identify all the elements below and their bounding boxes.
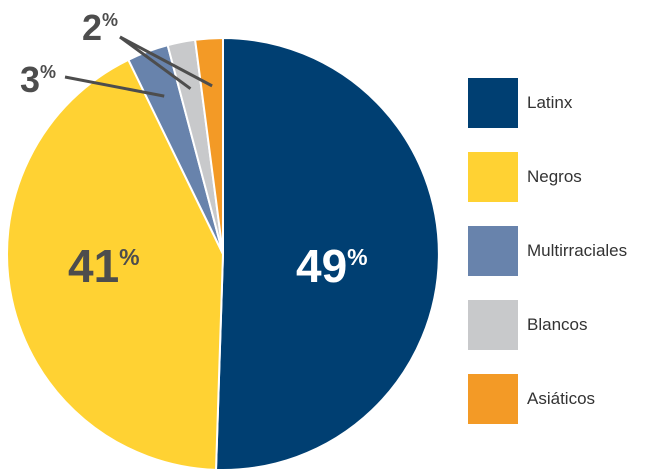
legend-swatch-latinx bbox=[468, 78, 518, 128]
data-label-multirraciales: 3% bbox=[20, 59, 56, 100]
legend-item-latinx: Latinx bbox=[468, 78, 572, 128]
legend-label-blancos: Blancos bbox=[527, 315, 588, 334]
legend-swatch-multirraciales bbox=[468, 226, 518, 276]
leader-line-blancos bbox=[119, 35, 192, 90]
legend-item-multirraciales: Multirraciales bbox=[468, 226, 627, 276]
pie-slice-latinx bbox=[214, 36, 440, 471]
leader-line-multirraciales bbox=[64, 75, 165, 98]
legend-item-asiaticos: Asiáticos bbox=[468, 374, 595, 424]
pie-slices bbox=[6, 36, 440, 471]
data-label-latinx: 49% bbox=[296, 240, 368, 292]
leader-line-asiaticos bbox=[119, 35, 213, 88]
legend-label-latinx: Latinx bbox=[527, 93, 573, 112]
legend-swatch-negros bbox=[468, 152, 518, 202]
data-label-negros: 41% bbox=[68, 240, 140, 292]
legend-label-negros: Negros bbox=[527, 167, 582, 186]
legend-item-negros: Negros bbox=[468, 152, 582, 202]
legend-label-asiaticos: Asiáticos bbox=[527, 389, 596, 408]
leader-lines bbox=[64, 35, 213, 98]
pie-slice-negros bbox=[6, 58, 225, 471]
pie-slice-asiaticos bbox=[193, 36, 224, 255]
legend-swatch-asiaticos bbox=[468, 374, 518, 424]
data-label-blancos-asiaticos: 2% bbox=[82, 7, 118, 48]
data-labels: 49% 41% 3% 2% bbox=[20, 7, 368, 292]
legend-label-multirraciales: Multirraciales bbox=[527, 241, 628, 260]
legend-item-blancos: Blancos bbox=[468, 300, 587, 350]
legend-swatch-blancos bbox=[468, 300, 518, 350]
